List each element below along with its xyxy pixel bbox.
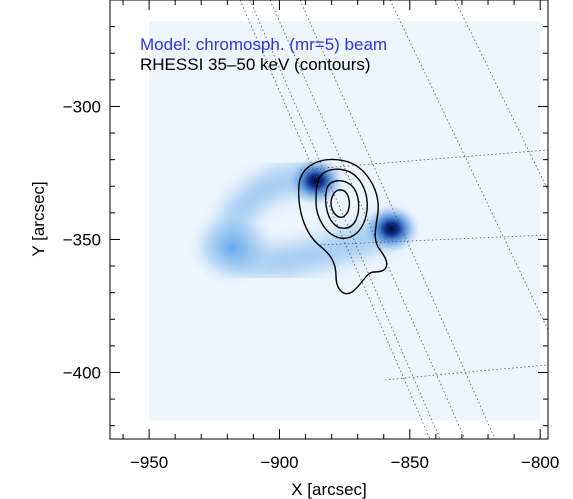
- x-tick-label: −950: [130, 453, 168, 472]
- y-tick-label: −350: [63, 230, 101, 249]
- tick-labels: −950 −900 −850 −800 −300 −350 −400: [63, 97, 560, 472]
- y-tick-label: −400: [63, 363, 101, 382]
- contour-level-2: [315, 168, 368, 239]
- legend-model: Model: chromosph. (mr=5) beam: [140, 35, 387, 54]
- model-blob: [287, 156, 344, 205]
- model-blob: [363, 204, 420, 253]
- rhessi-contours: [298, 158, 388, 295]
- legend-rhessi: RHESSI 35–50 keV (contours): [140, 55, 371, 74]
- heliographic-grid: [239, 0, 548, 439]
- contour-level-4: [330, 189, 351, 218]
- x-tick-label: −850: [391, 453, 429, 472]
- plot-frame: [109, 0, 549, 440]
- contour-level-3: [324, 180, 360, 229]
- contour-level-1: [298, 158, 388, 295]
- x-tick-label: −800: [521, 453, 559, 472]
- model-image: [149, 21, 541, 421]
- y-tick-label: −300: [63, 97, 101, 116]
- model-blob: [188, 209, 277, 286]
- axis-ticks: [110, 0, 548, 439]
- y-axis-title: Y [arcsec]: [29, 181, 48, 256]
- x-tick-label: −900: [260, 453, 298, 472]
- x-axis-title: X [arcsec]: [291, 480, 367, 499]
